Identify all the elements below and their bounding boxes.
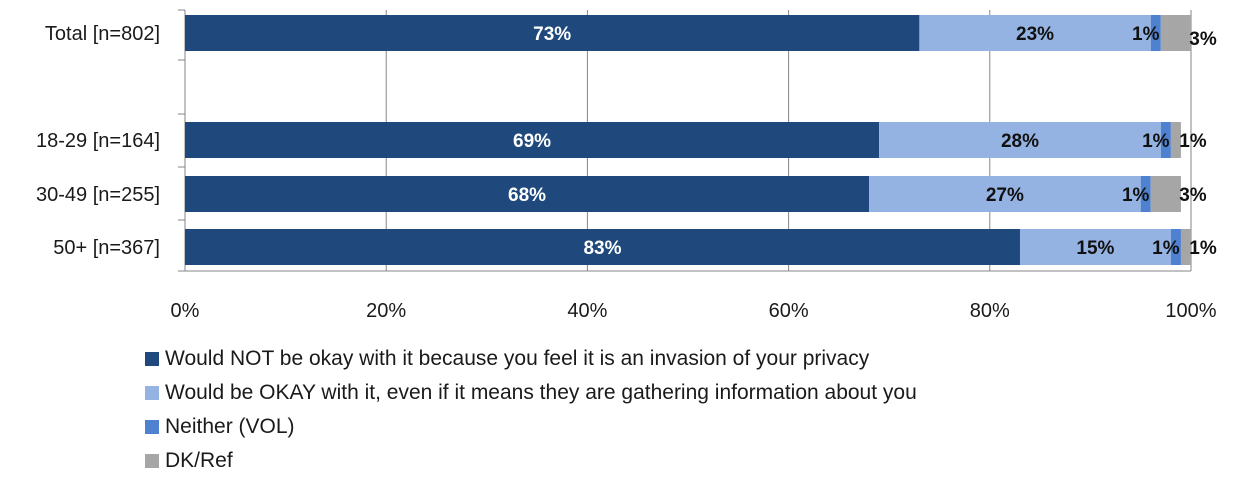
legend-label-dk-ref: DK/Ref — [165, 449, 233, 472]
data-label: 27% — [986, 185, 1024, 206]
bar-segment — [869, 176, 1141, 212]
data-label: 1% — [1142, 131, 1170, 152]
data-label: 1% — [1189, 238, 1217, 259]
x-tick-label: 20% — [366, 300, 406, 322]
bar-segment — [1019, 229, 1171, 265]
bar-segment — [919, 15, 1151, 51]
legend-item-dk-ref: DK/Ref — [145, 444, 917, 478]
x-tick-label: 40% — [567, 300, 607, 322]
bar-segment — [1170, 122, 1181, 158]
data-label: 83% — [583, 238, 621, 259]
data-label: 23% — [1016, 24, 1054, 45]
data-label: 1% — [1152, 238, 1180, 259]
data-label: 73% — [533, 24, 571, 45]
legend-item-neither: Neither (VOL) — [145, 410, 917, 444]
data-label: 1% — [1132, 24, 1160, 45]
legend-swatch-okay — [145, 386, 159, 400]
bar-segment — [1180, 229, 1191, 265]
data-label: 1% — [1122, 185, 1150, 206]
category-label: 18-29 [n=164] — [36, 130, 160, 152]
legend-swatch-neither — [145, 420, 159, 434]
category-label: Total [n=802] — [45, 23, 160, 45]
data-label: 68% — [508, 185, 546, 206]
category-label: 30-49 [n=255] — [36, 184, 160, 206]
x-tick-label: 60% — [769, 300, 809, 322]
legend: Would NOT be okay with it because you fe… — [145, 342, 917, 478]
bar-segment — [1140, 176, 1151, 212]
bar-segment — [1160, 15, 1191, 51]
data-label: 3% — [1179, 185, 1207, 206]
legend-item-okay: Would be OKAY with it, even if it means … — [145, 376, 917, 410]
data-label: 3% — [1189, 29, 1217, 50]
bar-segment — [185, 122, 880, 158]
data-label: 28% — [1001, 131, 1039, 152]
bar-segment — [185, 15, 920, 51]
legend-label-neither: Neither (VOL) — [165, 415, 295, 438]
bar-segment — [185, 229, 1020, 265]
legend-swatch-not-okay — [145, 352, 159, 366]
bar-segment — [879, 122, 1161, 158]
bar-segment — [1150, 15, 1161, 51]
x-tick-label: 0% — [171, 300, 200, 322]
legend-label-okay: Would be OKAY with it, even if it means … — [165, 381, 917, 404]
bar-segment — [1150, 176, 1181, 212]
x-tick-label: 80% — [970, 300, 1010, 322]
data-label: 69% — [513, 131, 551, 152]
legend-item-not-okay: Would NOT be okay with it because you fe… — [145, 342, 917, 376]
bar-segment — [1160, 122, 1171, 158]
bar-segment — [185, 176, 870, 212]
legend-label-not-okay: Would NOT be okay with it because you fe… — [165, 347, 870, 370]
x-tick-label: 100% — [1165, 300, 1216, 322]
data-label: 15% — [1076, 238, 1114, 259]
legend-swatch-dk-ref — [145, 454, 159, 468]
data-label: 1% — [1179, 131, 1207, 152]
bar-segment — [1170, 229, 1181, 265]
category-label: 50+ [n=367] — [53, 237, 160, 259]
stacked-bar-chart: 0% 20% 40% 60% 80% 100% Total [n=802] 18-29 [n=… — [36, 9, 1217, 322]
